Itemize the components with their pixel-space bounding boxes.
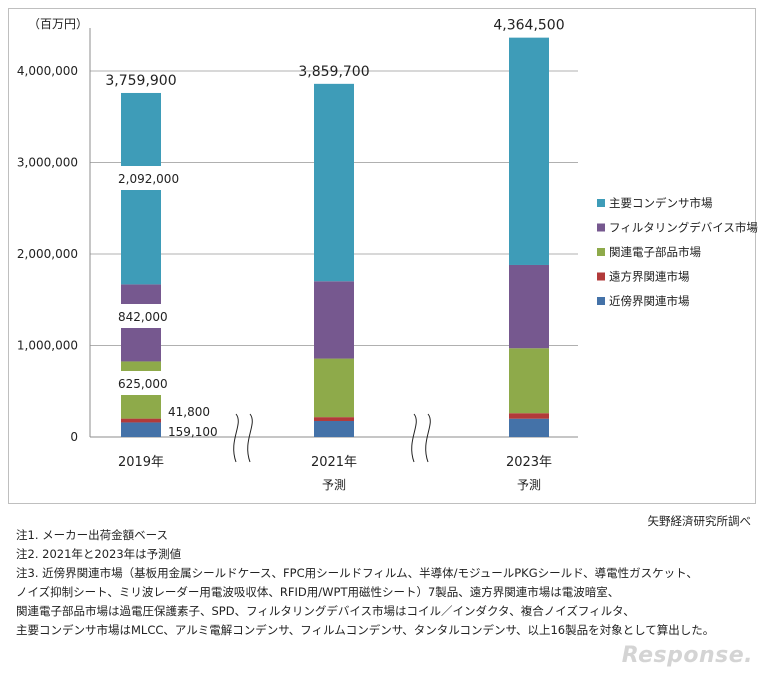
x-tick-sublabel: 予測: [322, 478, 346, 492]
x-tick-label: 2019年: [118, 455, 164, 470]
y-axis-unit-label: （百万円）: [28, 17, 88, 31]
x-tick-sublabel: 予測: [517, 478, 541, 492]
watermark-logo: Response.: [621, 643, 753, 668]
legend-label: 近傍界関連市場: [609, 294, 690, 308]
bar-segment-2-1: [509, 413, 549, 419]
note-3-cont-2: 関連電子部品市場は過電圧保護素子、SPD、フィルタリングデバイス市場はコイル／イ…: [16, 604, 635, 618]
axis-break-mark: [425, 413, 431, 463]
source-credit: 矢野経済研究所調べ: [647, 514, 752, 528]
segment-value-label: 842,000: [118, 310, 168, 324]
bar-segment-1-3: [314, 281, 354, 359]
legend-label: フィルタリングデバイス市場: [609, 221, 758, 235]
legend-swatch: [597, 199, 605, 207]
bar-segment-2-2: [509, 348, 549, 414]
note-3-cont-1: ノイズ抑制シート、ミリ波レーダー用電波吸収体、RFID用/WPT用磁性シート）7…: [16, 585, 620, 599]
segment-label-box: [112, 304, 174, 328]
bar-segment-1-2: [314, 358, 354, 418]
y-tick-label: 0: [70, 430, 78, 444]
segment-label-box: [112, 166, 196, 190]
bar-segment-1-4: [314, 83, 354, 282]
legend-label: 主要コンデンサ市場: [609, 196, 713, 210]
bar-segment-0-0: [121, 422, 161, 437]
legend-swatch: [597, 223, 605, 232]
axis-break-mark: [247, 413, 253, 463]
legend-swatch: [597, 297, 605, 305]
segment-value-label: 159,100: [168, 425, 218, 439]
legend-label: 遠方界関連市場: [609, 270, 690, 284]
y-tick-label: 4,000,000: [17, 64, 78, 78]
bar-segment-1-0: [314, 420, 354, 437]
bar-segment-2-0: [509, 418, 549, 437]
axis-break-mark: [411, 413, 417, 463]
y-tick-label: 1,000,000: [17, 339, 78, 353]
chart-frame: [8, 8, 756, 504]
y-tick-label: 2,000,000: [17, 247, 78, 261]
y-tick-label: 3,000,000: [17, 156, 78, 170]
bar-segment-1-1: [314, 417, 354, 421]
note-1: 注1. メーカー出荷金額ベース: [16, 528, 169, 542]
legend-label: 関連電子部品市場: [609, 245, 701, 259]
bar-total-label: 3,759,900: [105, 73, 176, 89]
segment-value-label: 2,092,000: [118, 172, 179, 186]
legend-swatch: [597, 248, 605, 256]
legend-swatch: [597, 272, 605, 281]
bar-total-label: 3,859,700: [298, 64, 369, 80]
bar-segment-2-3: [509, 264, 549, 349]
x-tick-label: 2021年: [311, 455, 357, 470]
segment-value-label: 41,800: [168, 405, 210, 419]
bar-segment-0-1: [121, 418, 161, 423]
x-tick-label: 2023年: [506, 455, 552, 470]
note-3-cont-3: 主要コンデンサ市場はMLCC、アルミ電解コンデンサ、フィルムコンデンサ、タンタル…: [16, 623, 715, 637]
axis-break-mark: [233, 413, 239, 463]
bar-total-label: 4,364,500: [493, 18, 564, 34]
note-2: 注2. 2021年と2023年は予測値: [16, 547, 182, 561]
segment-value-label: 625,000: [118, 377, 168, 391]
note-3: 注3. 近傍界関連市場（基板用金属シールドケース、FPC用シールドフィルム、半導…: [16, 566, 698, 580]
segment-label-box: [112, 371, 174, 395]
bar-segment-2-4: [509, 37, 549, 265]
stacked-bar-chart: （百万円） 0 1,000,000 2,000,000 3,000,000 4,000,0…: [17, 17, 759, 492]
